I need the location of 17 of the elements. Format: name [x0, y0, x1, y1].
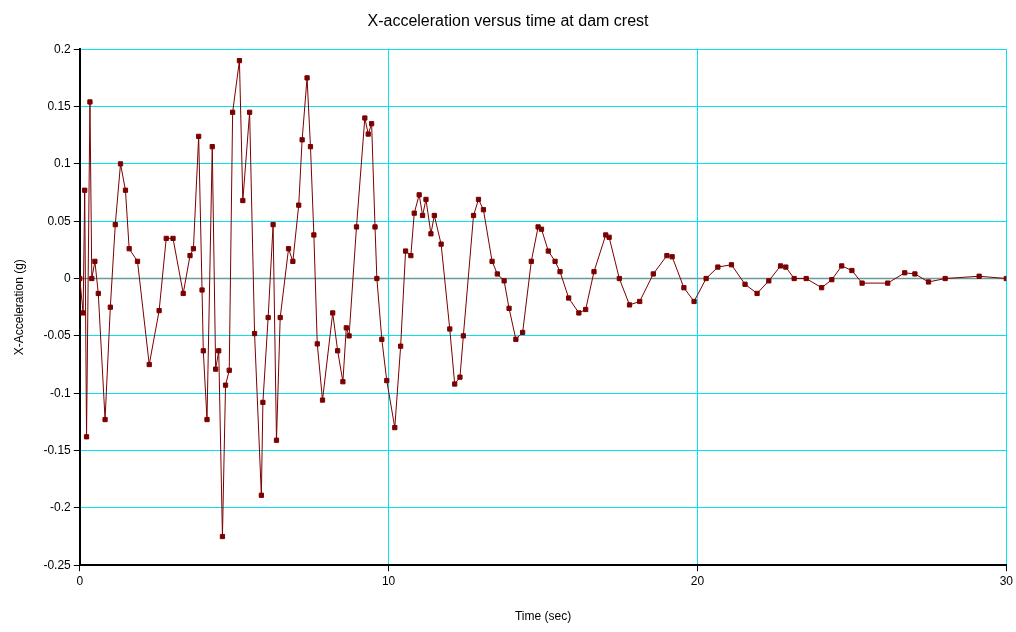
x-tick-label: 0 [76, 573, 84, 588]
chart-title: X-acceleration versus time at dam crest [367, 12, 650, 30]
y-tick-label: -0.1 [50, 385, 72, 400]
x-tick-label: 10 [381, 573, 396, 588]
y-tick-label: 0.2 [54, 41, 72, 56]
y-tick-label: -0.25 [43, 557, 72, 572]
y-tick-label: 0.1 [54, 156, 72, 171]
y-tick-label: 0.15 [47, 98, 72, 113]
x-tick-label: 30 [999, 573, 1014, 588]
y-tick-label: 0 [64, 270, 72, 285]
x-tick-label: 20 [690, 573, 705, 588]
x-axis-title: Time (sec) [514, 609, 572, 624]
y-tick-label: -0.05 [43, 328, 72, 343]
y-tick-label: -0.2 [50, 500, 72, 515]
y-tick-label: 0.05 [47, 213, 72, 228]
y-tick-label: -0.15 [43, 442, 72, 457]
y-axis-title: X-Acceleration (g) [11, 259, 26, 356]
